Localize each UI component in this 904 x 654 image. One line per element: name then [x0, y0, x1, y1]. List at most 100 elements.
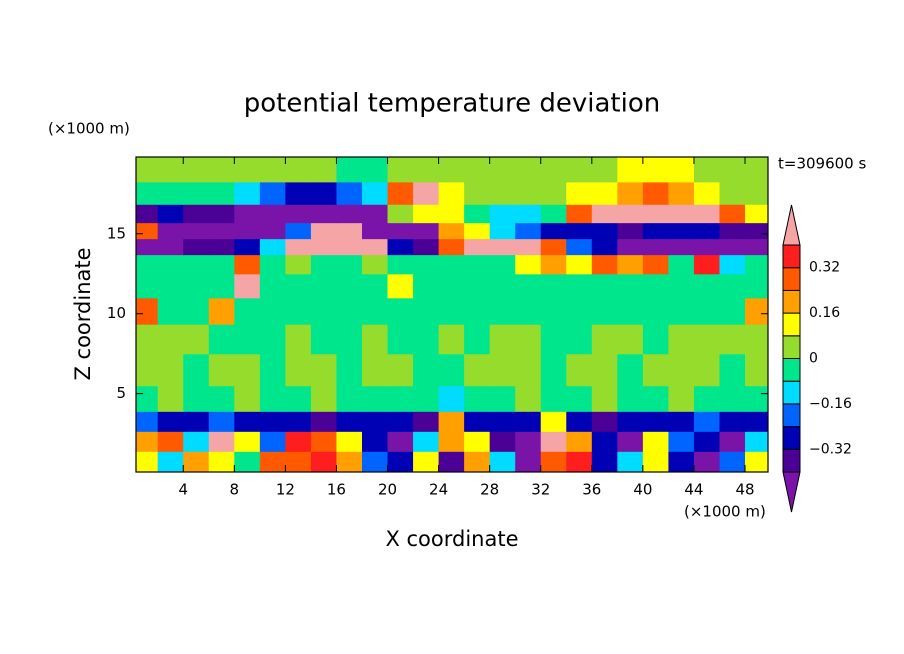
contour-cell	[719, 254, 746, 275]
contour-cell	[693, 181, 721, 205]
contour-cell	[259, 451, 286, 472]
contour-cell	[540, 431, 567, 452]
contour-cell	[642, 431, 670, 452]
contour-cell	[387, 385, 414, 412]
contour-cell	[540, 411, 567, 432]
contour-cell	[183, 324, 210, 355]
contour-cell	[566, 254, 593, 275]
contour-cell	[259, 324, 286, 355]
contour-cell	[259, 353, 286, 387]
contour-cell	[668, 181, 695, 205]
contour-cell	[259, 297, 286, 325]
contour-cell	[515, 222, 542, 240]
contour-cell	[208, 157, 235, 183]
chart-title: potential temperature deviation	[244, 89, 660, 119]
contour-cell	[387, 297, 414, 325]
contour-cell	[310, 353, 338, 387]
contour-cell	[136, 273, 159, 299]
contour-cell	[310, 238, 338, 256]
contour-cell	[540, 181, 567, 205]
contour-cell	[136, 451, 159, 472]
contour-cell	[489, 385, 516, 412]
colorbar-tick-label: 0.32	[809, 260, 840, 276]
contour-cell	[387, 451, 414, 472]
contour-cell	[361, 324, 389, 355]
contour-cell	[693, 451, 721, 472]
contour-cell	[136, 254, 159, 275]
contour-cell	[157, 451, 184, 472]
contour-cell	[642, 324, 670, 355]
colorbar-tick-label: 0	[809, 351, 818, 367]
contour-cell	[642, 222, 670, 240]
contour-cell	[464, 324, 491, 355]
contour-cell	[591, 273, 618, 299]
contour-cell	[668, 157, 695, 183]
contour-cell	[642, 273, 670, 299]
contour-cell	[540, 157, 567, 183]
x-tick-label: 4	[178, 481, 188, 499]
contour-cell	[234, 254, 261, 275]
contour-cell	[183, 353, 210, 387]
contour-cell	[591, 411, 618, 432]
contour-cell	[285, 238, 312, 256]
contour-cell	[136, 297, 159, 325]
contour-cell	[208, 431, 235, 452]
contour-cell	[719, 324, 746, 355]
colorbar-box	[782, 448, 801, 473]
contour-cell	[668, 385, 695, 412]
contour-cell	[617, 254, 644, 275]
contour-cell	[336, 353, 363, 387]
contour-cell	[566, 297, 593, 325]
contour-cell	[234, 181, 261, 205]
contour-cell	[157, 431, 184, 452]
contour-cell	[336, 204, 363, 224]
colorbar-tick-label: −0.32	[809, 441, 852, 457]
contour-cell	[719, 238, 746, 256]
contour-cell	[387, 157, 414, 183]
contour-cell	[387, 324, 414, 355]
contour-cell	[183, 385, 210, 412]
contour-cell	[540, 273, 567, 299]
contour-cell	[745, 297, 768, 325]
contour-cell	[413, 181, 440, 205]
contour-cell	[668, 324, 695, 355]
contour-cell	[617, 297, 644, 325]
contour-cell	[693, 411, 721, 432]
contour-cell	[183, 204, 210, 224]
x-axis-label: X coordinate	[385, 527, 518, 551]
x-unit: (×1000 m)	[684, 503, 766, 521]
contour-cell	[515, 451, 542, 472]
contour-cell	[464, 222, 491, 240]
contour-cell	[642, 238, 670, 256]
contour-cell	[310, 204, 338, 224]
contour-cell	[136, 324, 159, 355]
contour-cell	[208, 385, 235, 412]
contour-cell	[745, 353, 768, 387]
contour-cell	[438, 385, 465, 412]
contour-cell	[183, 181, 210, 205]
colorbar-box	[782, 403, 801, 428]
contour-cell	[234, 273, 261, 299]
contour-cell	[413, 411, 440, 432]
contour-cell	[234, 353, 261, 387]
contour-cell	[208, 204, 235, 224]
contour-cell	[464, 273, 491, 299]
contour-cell	[693, 324, 721, 355]
contour-cell	[310, 157, 338, 183]
contour-cell	[136, 157, 159, 183]
contour-cell	[668, 353, 695, 387]
contour-cell	[719, 411, 746, 432]
contour-cell	[617, 431, 644, 452]
contour-cell	[591, 238, 618, 256]
contour-cell	[387, 204, 414, 224]
x-tick-label: 24	[429, 481, 448, 499]
contour-cell	[157, 411, 184, 432]
contour-cell	[285, 222, 312, 240]
contour-cell	[387, 411, 414, 432]
contour-cell	[259, 431, 286, 452]
contour-cell	[591, 297, 618, 325]
contour-cell	[234, 204, 261, 224]
contour-cell	[336, 181, 363, 205]
contour-cell	[566, 181, 593, 205]
